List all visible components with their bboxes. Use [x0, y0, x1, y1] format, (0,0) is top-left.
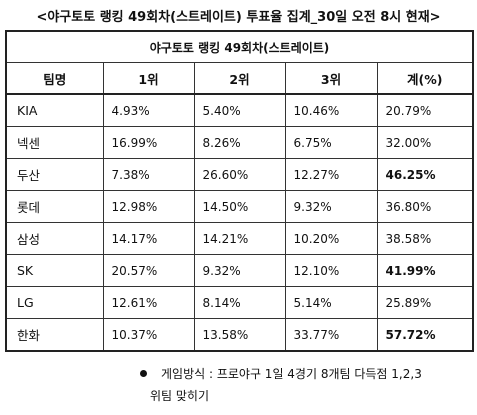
document-title: <야구토토 랭킹 49회차(스트레이트) 투표율 집계_30일 오전 8시 현재…: [36, 10, 441, 25]
cell-rank-2: 8.14%: [193, 286, 286, 319]
game-rule-note: 게임방식 : 프로야구 1일 4경기 8개팀 다득점 1,2,3: [140, 364, 422, 384]
game-rule-line-2: 위팀 맞히기: [150, 389, 210, 403]
cell-team: LG: [5, 286, 104, 319]
cell-rank-1: 12.98%: [102, 190, 195, 223]
cell-rank-2: 8.26%: [193, 126, 286, 159]
cell-team: 한화: [5, 318, 104, 352]
header-total: 계(%): [376, 62, 474, 95]
table-row: 롯데 12.98% 14.50% 9.32% 36.80%: [5, 190, 474, 223]
cell-team: 롯데: [5, 190, 104, 223]
cell-rank-2: 13.58%: [193, 318, 286, 352]
cell-team: SK: [5, 254, 104, 287]
cell-team: 두산: [5, 158, 104, 191]
cell-rank-3: 10.20%: [284, 222, 378, 255]
header-rank-2: 2위: [193, 62, 286, 95]
cell-rank-3: 12.27%: [284, 158, 378, 191]
cell-rank-3: 9.32%: [284, 190, 378, 223]
cell-rank-1: 7.38%: [102, 158, 195, 191]
header-team: 팀명: [5, 62, 104, 95]
cell-total: 20.79%: [376, 93, 474, 127]
table-row: 한화 10.37% 13.58% 33.77% 57.72%: [5, 318, 474, 352]
cell-team: KIA: [5, 93, 104, 127]
table-caption: 야구토토 랭킹 49회차(스트레이트): [5, 30, 474, 63]
cell-total: 25.89%: [376, 286, 474, 319]
cell-total: 38.58%: [376, 222, 474, 255]
table-row: 삼성 14.17% 14.21% 10.20% 38.58%: [5, 222, 474, 255]
table-row: KIA 4.93% 5.40% 10.46% 20.79%: [5, 93, 474, 127]
cell-rank-1: 10.37%: [102, 318, 195, 352]
table-header-row: 팀명 1위 2위 3위 계(%): [5, 62, 474, 95]
ranking-table-container: 야구토토 랭킹 49회차(스트레이트) 팀명 1위 2위 3위 계(%) KIA…: [5, 30, 475, 352]
cell-rank-2: 14.50%: [193, 190, 286, 223]
cell-rank-1: 16.99%: [102, 126, 195, 159]
table-row: 두산 7.38% 26.60% 12.27% 46.25%: [5, 158, 474, 191]
cell-rank-2: 26.60%: [193, 158, 286, 191]
cell-rank-1: 14.17%: [102, 222, 195, 255]
cell-rank-2: 5.40%: [193, 93, 286, 127]
cell-team: 넥센: [5, 126, 104, 159]
table-body: KIA 4.93% 5.40% 10.46% 20.79% 넥센 16.99% …: [5, 93, 474, 352]
cell-total: 46.25%: [376, 158, 474, 191]
cell-rank-1: 4.93%: [102, 93, 195, 127]
cell-rank-2: 9.32%: [193, 254, 286, 287]
cell-total: 32.00%: [376, 126, 474, 159]
cell-total: 57.72%: [376, 318, 474, 352]
cell-rank-2: 14.21%: [193, 222, 286, 255]
bullet-icon: [140, 370, 147, 377]
cell-team: 삼성: [5, 222, 104, 255]
cell-rank-3: 33.77%: [284, 318, 378, 352]
cell-rank-3: 12.10%: [284, 254, 378, 287]
table-row: 넥센 16.99% 8.26% 6.75% 32.00%: [5, 126, 474, 159]
cell-rank-3: 6.75%: [284, 126, 378, 159]
table-row: LG 12.61% 8.14% 5.14% 25.89%: [5, 286, 474, 319]
cell-rank-3: 5.14%: [284, 286, 378, 319]
ranking-table: 야구토토 랭킹 49회차(스트레이트) 팀명 1위 2위 3위 계(%) KIA…: [5, 30, 475, 352]
cell-rank-1: 12.61%: [102, 286, 195, 319]
table-row: SK 20.57% 9.32% 12.10% 41.99%: [5, 254, 474, 287]
table-caption-row: 야구토토 랭킹 49회차(스트레이트): [5, 30, 474, 63]
cell-rank-3: 10.46%: [284, 93, 378, 127]
cell-total: 41.99%: [376, 254, 474, 287]
cell-total: 36.80%: [376, 190, 474, 223]
cell-rank-1: 20.57%: [102, 254, 195, 287]
game-rule-line-1: 게임방식 : 프로야구 1일 4경기 8개팀 다득점 1,2,3: [161, 367, 422, 381]
header-rank-1: 1위: [102, 62, 195, 95]
header-rank-3: 3위: [284, 62, 378, 95]
